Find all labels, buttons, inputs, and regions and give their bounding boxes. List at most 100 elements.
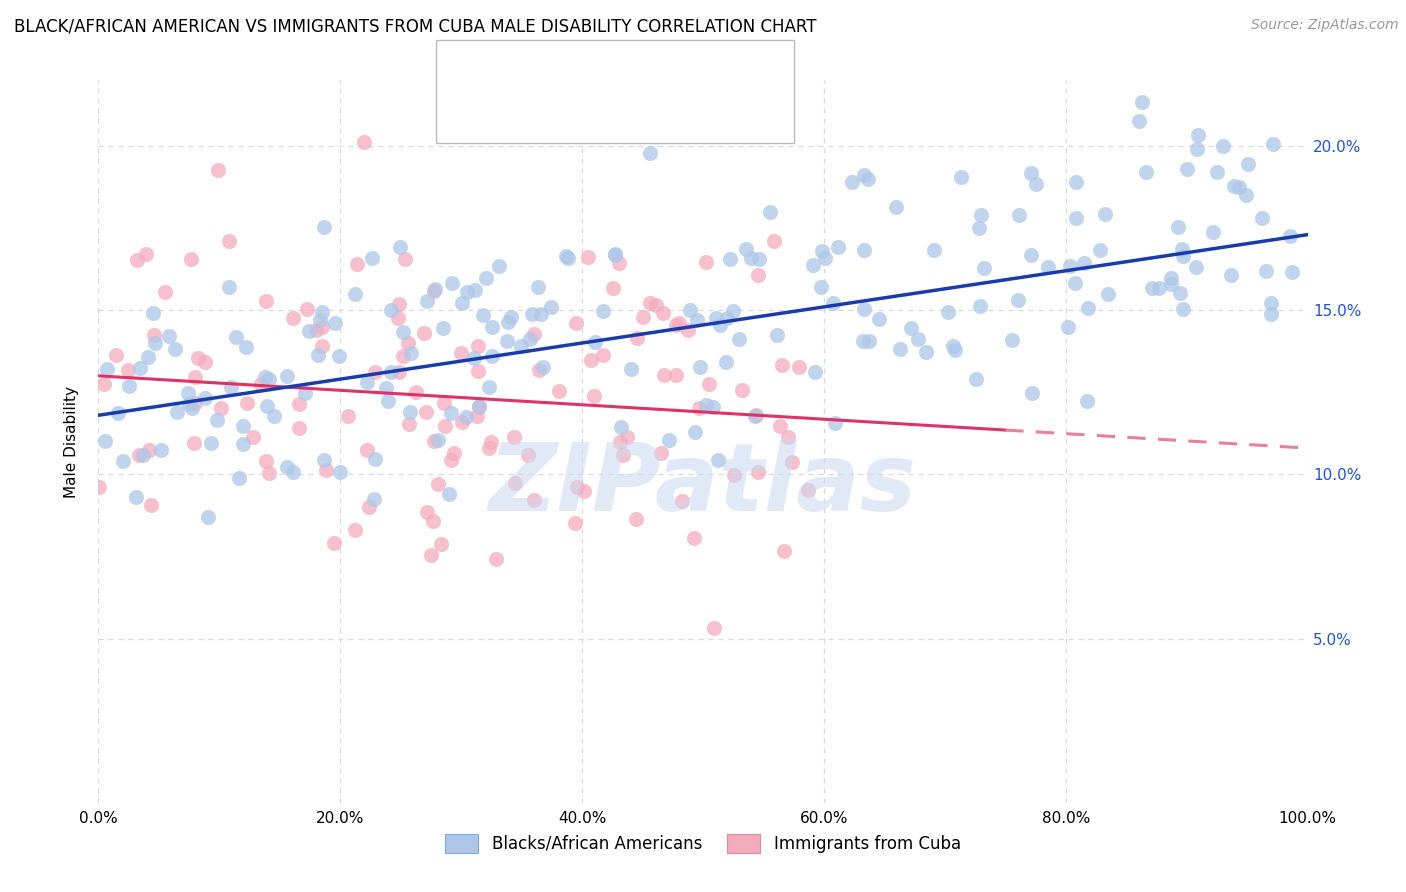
Point bbox=[1135, 165, 1157, 179]
Point bbox=[464, 283, 486, 297]
Point bbox=[399, 405, 422, 419]
Point bbox=[689, 359, 711, 374]
Point bbox=[488, 259, 510, 273]
Point bbox=[471, 308, 494, 322]
Point bbox=[1175, 162, 1198, 177]
Point bbox=[853, 302, 876, 317]
Point bbox=[965, 372, 987, 386]
Point bbox=[112, 454, 135, 468]
Point bbox=[276, 368, 298, 383]
Point bbox=[235, 340, 257, 354]
Point bbox=[612, 448, 634, 462]
Point bbox=[949, 170, 972, 185]
Point bbox=[388, 240, 411, 254]
Point bbox=[565, 480, 588, 494]
Point bbox=[652, 368, 675, 382]
Point bbox=[626, 331, 648, 345]
Point bbox=[194, 391, 217, 405]
Point bbox=[702, 401, 724, 415]
Point bbox=[1160, 277, 1182, 292]
Point bbox=[620, 362, 643, 376]
Point bbox=[425, 282, 447, 296]
Point bbox=[1140, 281, 1163, 295]
Point bbox=[357, 500, 380, 515]
Point bbox=[858, 334, 880, 349]
Point bbox=[364, 365, 387, 379]
Point bbox=[1234, 188, 1257, 202]
Point bbox=[731, 383, 754, 397]
Point bbox=[853, 168, 876, 182]
Point bbox=[856, 172, 879, 186]
Point bbox=[780, 455, 803, 469]
Point bbox=[364, 452, 387, 467]
Point bbox=[529, 362, 551, 376]
Point bbox=[287, 421, 309, 435]
Point bbox=[432, 395, 454, 409]
Point bbox=[582, 389, 605, 403]
Point bbox=[531, 359, 554, 374]
Point bbox=[922, 243, 945, 257]
Text: 199: 199 bbox=[685, 60, 721, 79]
Point bbox=[1170, 286, 1192, 301]
Point bbox=[652, 306, 675, 320]
Point bbox=[183, 369, 205, 384]
Point bbox=[810, 280, 832, 294]
Text: ZIPatlas: ZIPatlas bbox=[489, 439, 917, 531]
Point bbox=[716, 310, 738, 325]
Point bbox=[394, 252, 416, 266]
Point bbox=[555, 249, 578, 263]
Point bbox=[1076, 301, 1098, 315]
Point bbox=[209, 401, 232, 415]
Point bbox=[450, 346, 472, 360]
Point bbox=[758, 205, 780, 219]
Point bbox=[1185, 142, 1208, 156]
Point bbox=[132, 448, 155, 462]
Point bbox=[380, 303, 402, 318]
Point bbox=[422, 514, 444, 528]
Point bbox=[439, 406, 461, 420]
Point bbox=[312, 453, 335, 467]
Point bbox=[685, 425, 707, 439]
Point bbox=[943, 343, 966, 357]
Point bbox=[257, 372, 280, 386]
Point bbox=[709, 318, 731, 332]
Point bbox=[579, 353, 602, 368]
Point bbox=[1128, 114, 1150, 128]
Point bbox=[638, 146, 661, 161]
Point bbox=[498, 315, 520, 329]
Point bbox=[405, 384, 427, 399]
Point bbox=[312, 220, 335, 235]
Point bbox=[256, 399, 278, 413]
Point bbox=[468, 400, 491, 414]
Point bbox=[363, 491, 385, 506]
Point bbox=[392, 325, 415, 339]
Point bbox=[827, 240, 849, 254]
Point bbox=[583, 335, 606, 350]
Point bbox=[1205, 165, 1227, 179]
Point bbox=[671, 494, 693, 508]
Point bbox=[194, 355, 217, 369]
Point bbox=[969, 208, 991, 222]
Point bbox=[207, 163, 229, 178]
Text: Source: ZipAtlas.com: Source: ZipAtlas.com bbox=[1251, 18, 1399, 32]
Point bbox=[766, 327, 789, 342]
Point bbox=[430, 536, 453, 550]
Point bbox=[184, 396, 207, 410]
Point bbox=[592, 304, 614, 318]
Point bbox=[180, 252, 202, 266]
Point bbox=[315, 463, 337, 477]
Point bbox=[125, 490, 148, 504]
Point bbox=[322, 536, 344, 550]
Point bbox=[907, 332, 929, 346]
Point bbox=[886, 200, 908, 214]
Point bbox=[297, 301, 319, 316]
Point bbox=[401, 346, 423, 360]
Point bbox=[509, 339, 531, 353]
Point bbox=[650, 445, 672, 459]
Point bbox=[456, 285, 478, 299]
Point bbox=[443, 446, 465, 460]
Point bbox=[325, 316, 347, 330]
Point bbox=[440, 276, 463, 290]
Point bbox=[463, 351, 485, 365]
Point bbox=[218, 280, 240, 294]
